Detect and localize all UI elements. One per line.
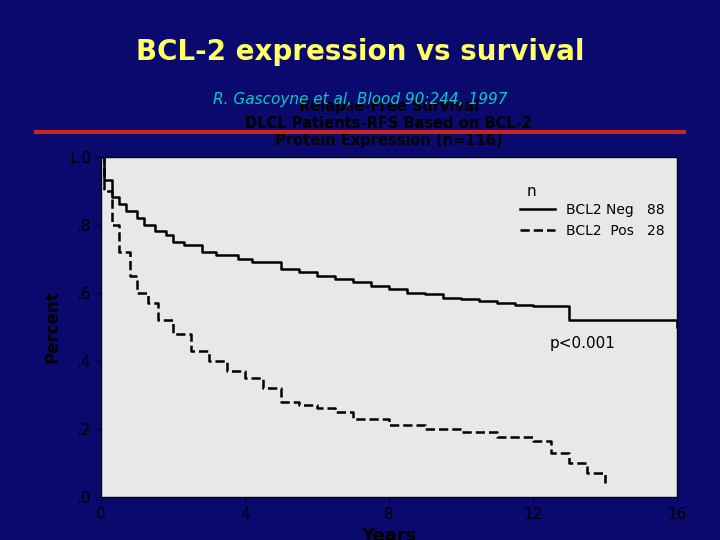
Text: n: n: [527, 184, 536, 199]
Text: p<0.001: p<0.001: [550, 336, 616, 351]
Text: R. Gascoyne et al, Blood 90:244, 1997: R. Gascoyne et al, Blood 90:244, 1997: [212, 92, 508, 107]
Title: Relapse-Free Survival
DLCL Patients-RFS Based on BCL-2
Protein Expression (n=116: Relapse-Free Survival DLCL Patients-RFS …: [246, 99, 532, 148]
Y-axis label: Percent: Percent: [43, 291, 61, 363]
Legend: BCL2 Neg   88, BCL2  Pos   28: BCL2 Neg 88, BCL2 Pos 28: [514, 198, 670, 244]
Text: BCL-2 expression vs survival: BCL-2 expression vs survival: [136, 38, 584, 66]
X-axis label: Years: Years: [361, 527, 416, 540]
